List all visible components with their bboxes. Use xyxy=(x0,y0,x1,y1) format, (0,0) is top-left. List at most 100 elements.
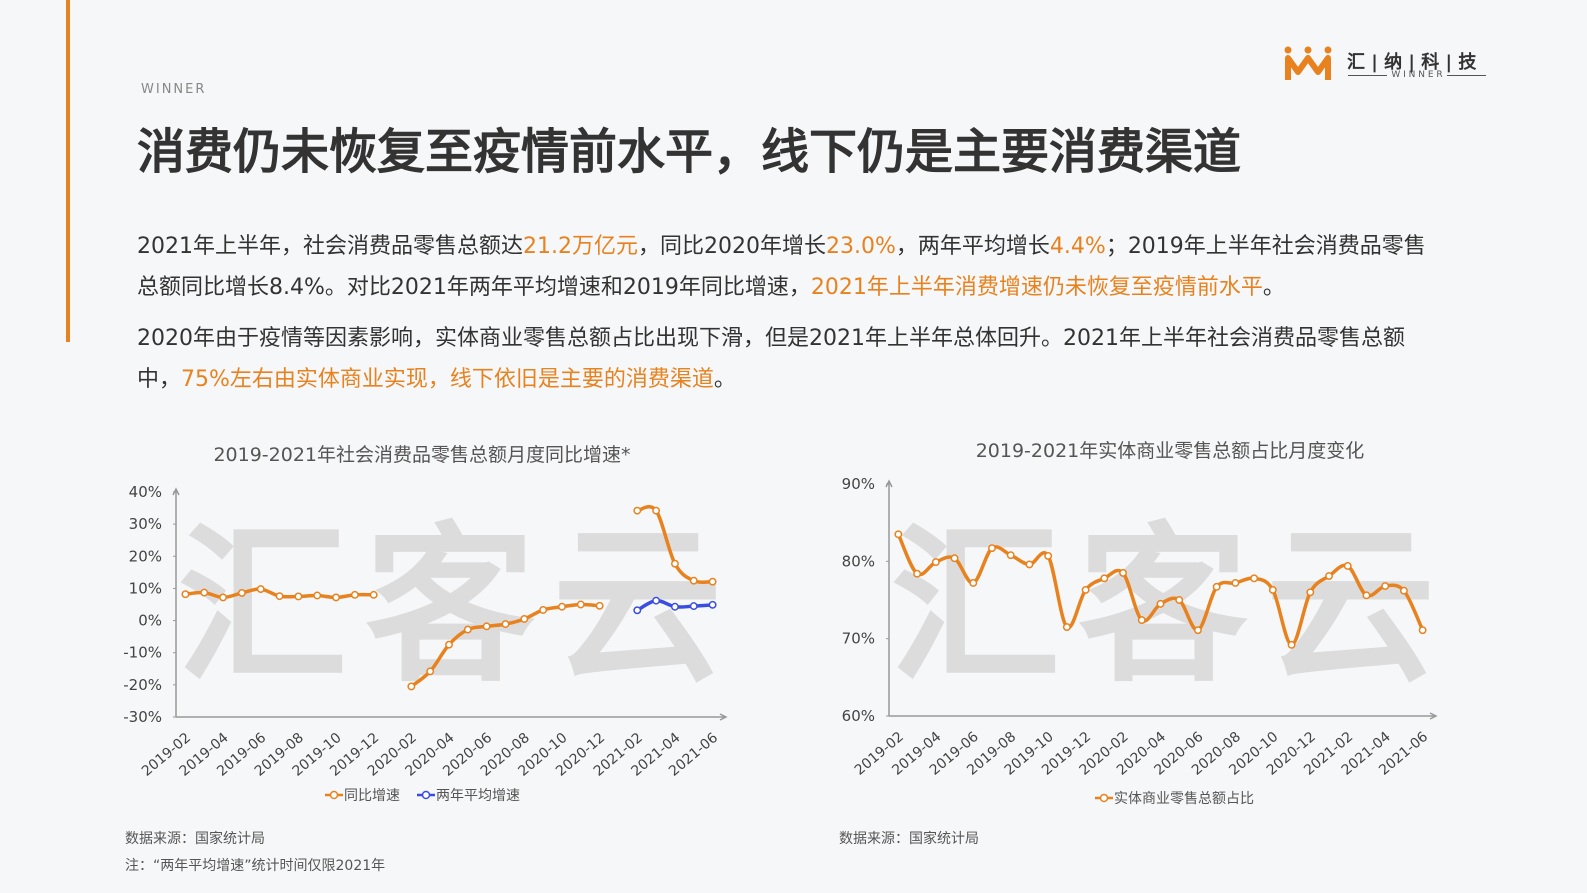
y-tick-label: 30% xyxy=(129,515,162,533)
point xyxy=(482,622,491,631)
point xyxy=(1137,616,1146,625)
y-tick-label: 90% xyxy=(842,475,875,493)
point xyxy=(969,579,978,587)
point xyxy=(950,554,959,563)
legend-label: 同比增速 xyxy=(344,788,400,804)
text: 2020年由于疫情等因素影响，实体商业零售总额占比出现下滑，但是2021年上半年… xyxy=(137,326,1405,392)
point xyxy=(1343,562,1352,570)
point xyxy=(539,606,548,614)
point xyxy=(652,506,661,515)
highlight-text: 2021年上半年消费增速仍未恢复至疫情前水平 xyxy=(810,275,1263,300)
text: 。 xyxy=(713,367,736,392)
point xyxy=(1325,572,1333,580)
point xyxy=(332,593,340,602)
point xyxy=(256,585,265,594)
chart-title: 2019-2021年实体商业零售总额占比月度变化 xyxy=(976,440,1365,462)
point xyxy=(1287,640,1296,649)
point xyxy=(652,596,661,605)
y-axis xyxy=(885,479,893,716)
text: ，同比2020年增长 xyxy=(638,234,826,259)
point xyxy=(1025,560,1034,569)
logo-sub: W I N N E R xyxy=(1348,70,1487,80)
charts: 汇客云 汇客云 2019-2021年社会消费品零售总额月度同比增速* -30% -2… xyxy=(123,440,1438,807)
highlight-text: 23.0% xyxy=(826,234,896,259)
point xyxy=(1044,551,1053,560)
point xyxy=(913,569,922,578)
point xyxy=(369,590,378,599)
y-axis xyxy=(172,487,180,717)
point xyxy=(1362,591,1371,600)
point xyxy=(576,600,585,609)
point xyxy=(1212,582,1221,591)
highlight-text: 4.4% xyxy=(1049,234,1106,259)
y-tick-label: 40% xyxy=(129,483,162,501)
point xyxy=(1418,626,1427,635)
point xyxy=(463,625,472,634)
text: 2021年上半年，社会消费品零售总额达 xyxy=(137,234,523,259)
point xyxy=(1306,588,1315,597)
point xyxy=(1399,586,1408,595)
point xyxy=(200,588,209,597)
highlight-text: 21.2万亿元 xyxy=(523,234,638,259)
point xyxy=(520,615,529,623)
y-tick-label: 60% xyxy=(842,707,875,725)
point xyxy=(1381,582,1390,591)
logo-sub-text: W I N N E R xyxy=(1391,70,1443,80)
point xyxy=(708,577,717,586)
point xyxy=(313,591,322,600)
point xyxy=(1156,599,1165,608)
point xyxy=(708,600,717,609)
text: ；2019年上半年社会消费品零售总额同比增长8.4%。对比2021年两年平均增速… xyxy=(137,234,1426,300)
legend-marker xyxy=(421,790,431,800)
point xyxy=(501,620,510,629)
point xyxy=(1175,596,1184,604)
point xyxy=(275,592,284,601)
y-tick-label: 80% xyxy=(842,552,875,570)
point xyxy=(407,682,416,691)
point xyxy=(1231,579,1240,587)
source: 数据来源：国家统计局 xyxy=(125,831,265,847)
legend-label: 两年平均增速 xyxy=(436,788,520,804)
point xyxy=(445,640,453,649)
point xyxy=(294,592,303,601)
point xyxy=(1062,623,1071,632)
paragraph: 2020年由于疫情等因素影响，实体商业零售总额占比出现下滑，但是2021年上半年… xyxy=(137,318,1437,400)
point xyxy=(426,667,435,676)
paragraph: 2021年上半年，社会消费品零售总额达21.2万亿元，同比2020年增长23.0… xyxy=(137,226,1437,308)
point xyxy=(689,576,698,585)
point xyxy=(237,588,246,597)
chart-title: 2019-2021年社会消费品零售总额月度同比增速* xyxy=(213,444,630,466)
point xyxy=(181,590,190,599)
point xyxy=(670,602,679,611)
watermark: 汇客云 xyxy=(891,508,1436,706)
y-tick-label: -10% xyxy=(123,644,162,662)
point xyxy=(1193,626,1202,635)
y-tick-label: 0% xyxy=(138,612,162,630)
text: ，两年平均增长 xyxy=(895,234,1050,259)
point xyxy=(633,506,642,515)
x-axis xyxy=(176,713,728,721)
logo-icon xyxy=(1284,46,1332,80)
point xyxy=(988,544,996,553)
highlight-text: 75%左右由实体商业实现，线下依旧是主要的消费渠道 xyxy=(181,367,714,392)
point xyxy=(689,602,698,611)
point xyxy=(1006,551,1015,560)
y-tick-label: 70% xyxy=(842,630,875,648)
watermark: 汇客云 xyxy=(178,508,723,706)
legend-marker xyxy=(329,790,339,800)
point xyxy=(350,590,359,599)
y-tick-label: 20% xyxy=(129,547,162,565)
kicker: WINNER xyxy=(141,82,207,97)
page-title: 消费仍未恢复至疫情前水平，线下仍是主要消费渠道 xyxy=(137,124,1242,180)
point xyxy=(1250,574,1259,583)
point xyxy=(1119,568,1128,577)
point xyxy=(633,606,642,615)
point xyxy=(219,593,228,602)
point xyxy=(595,601,604,610)
point xyxy=(931,558,940,567)
y-tick-label: 10% xyxy=(129,579,162,597)
x-axis xyxy=(889,712,1438,720)
point xyxy=(558,602,566,611)
point xyxy=(670,559,679,568)
